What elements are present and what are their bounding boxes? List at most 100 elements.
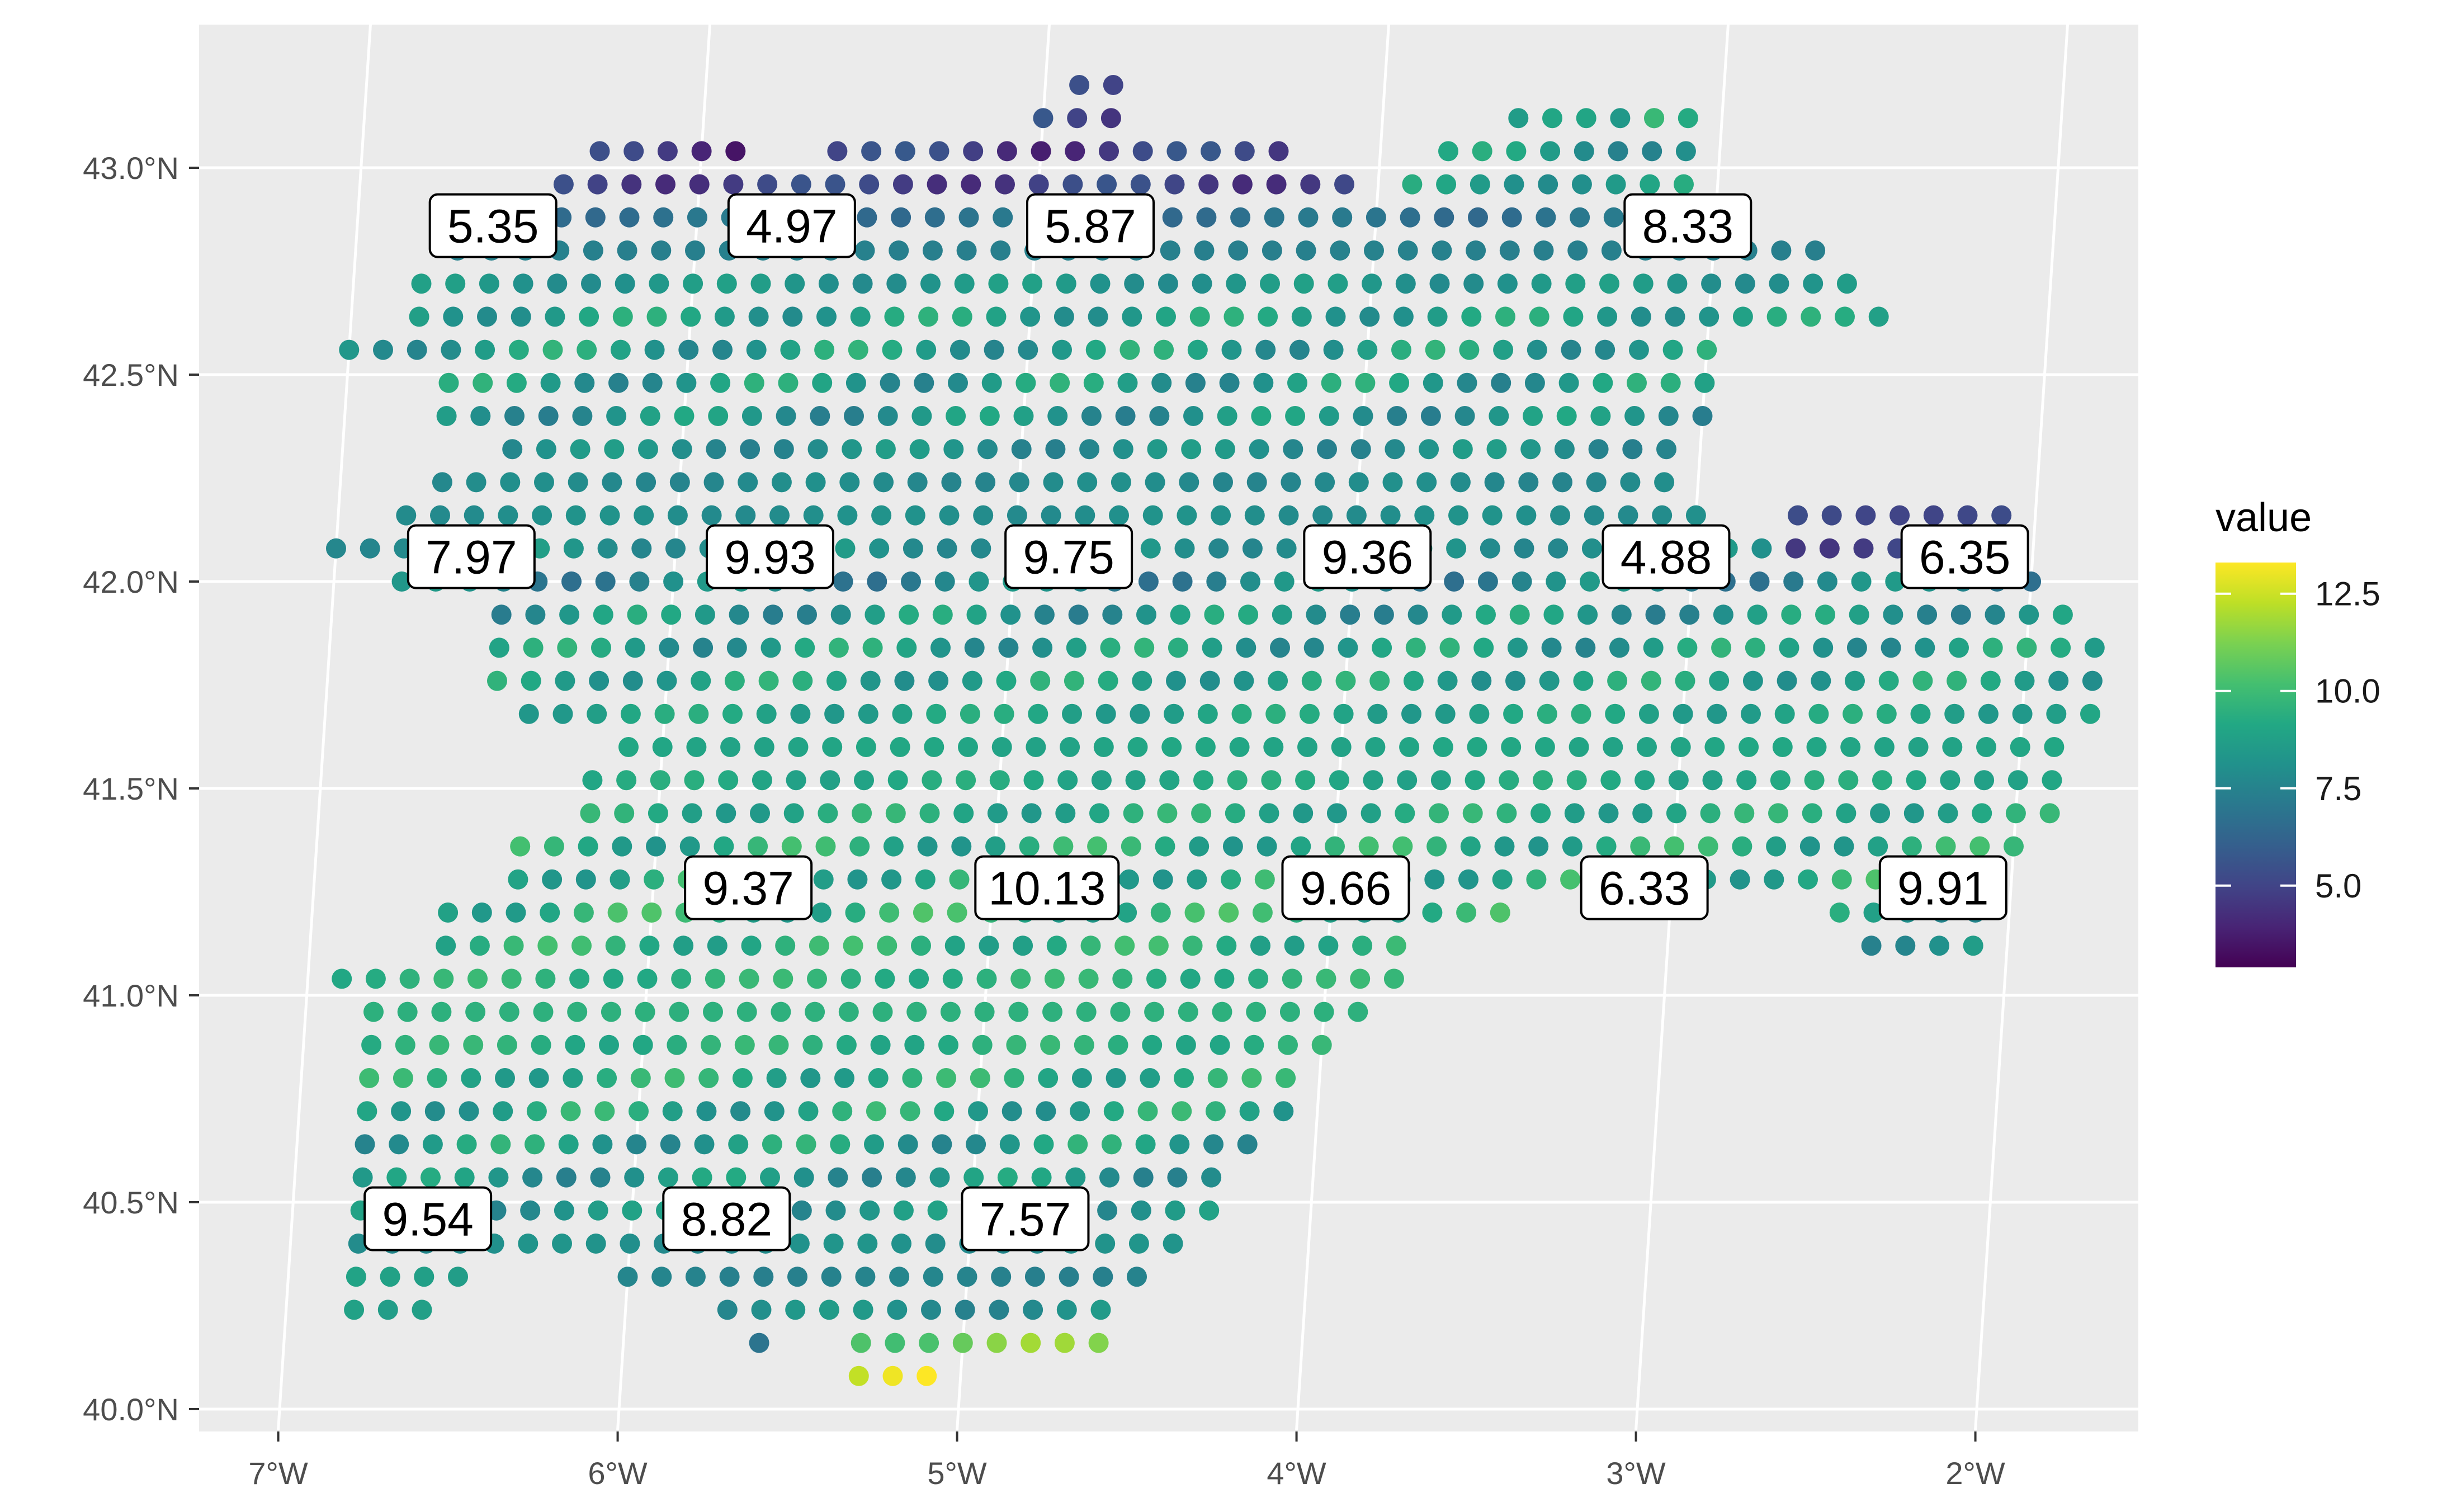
data-point	[1632, 803, 1653, 824]
data-point	[773, 439, 794, 460]
value-label-box	[363, 1186, 493, 1251]
value-label-text: 7.57	[980, 1193, 1071, 1246]
data-point	[1230, 207, 1251, 228]
data-point	[660, 1134, 681, 1155]
data-point	[884, 306, 905, 327]
data-point	[1609, 637, 1629, 658]
data-point	[895, 1167, 916, 1188]
data-point	[502, 439, 523, 460]
data-point	[1346, 505, 1367, 526]
data-point	[617, 1267, 638, 1287]
data-point	[1843, 703, 1863, 724]
data-point	[577, 339, 597, 360]
data-point	[1008, 1001, 1029, 1022]
data-point	[560, 1101, 581, 1122]
data-point	[1597, 306, 1618, 327]
data-point	[386, 1167, 407, 1188]
data-point	[1215, 439, 1235, 460]
data-point	[1565, 273, 1586, 294]
data-point	[1770, 770, 1791, 791]
data-point	[1119, 869, 1139, 890]
data-point	[972, 1034, 993, 1055]
data-point	[655, 174, 675, 195]
data-point	[1821, 505, 1842, 526]
value-label-text: 4.88	[1621, 531, 1712, 584]
data-point	[1013, 935, 1033, 956]
data-point	[1064, 670, 1084, 691]
data-point	[1538, 174, 1558, 195]
data-point	[957, 1267, 977, 1287]
data-point	[636, 472, 656, 493]
data-point	[653, 207, 674, 228]
data-point	[1520, 439, 1541, 460]
data-point	[681, 306, 701, 327]
data-point	[929, 141, 949, 162]
data-point	[1002, 1101, 1022, 1122]
data-point	[1444, 571, 1465, 592]
data-point	[760, 1167, 780, 1188]
data-point	[1117, 903, 1137, 923]
data-point	[466, 472, 486, 493]
data-point	[1466, 240, 1486, 261]
data-point	[1906, 770, 1926, 791]
y-tick-label: 42.0°N	[83, 564, 179, 599]
data-point	[1452, 439, 1473, 460]
data-point	[1490, 903, 1510, 923]
data-point	[567, 1001, 588, 1022]
data-point	[922, 240, 943, 261]
data-point	[766, 1068, 787, 1088]
data-point	[1607, 670, 1628, 691]
data-point	[706, 439, 726, 460]
data-point	[872, 1001, 893, 1022]
data-point	[589, 670, 610, 691]
data-point	[634, 505, 654, 526]
data-point	[1605, 174, 1626, 195]
data-point	[924, 207, 945, 228]
data-point	[556, 1167, 577, 1188]
data-point	[1078, 968, 1099, 989]
data-point	[974, 1001, 995, 1022]
data-point	[1056, 273, 1076, 294]
data-point	[1041, 505, 1061, 526]
data-point	[475, 339, 495, 360]
data-point	[854, 770, 874, 791]
y-tick-label: 41.5°N	[83, 771, 179, 806]
data-point	[563, 538, 584, 559]
data-point	[776, 406, 796, 426]
data-point	[751, 1300, 772, 1320]
data-point	[407, 339, 427, 360]
data-point	[769, 505, 790, 526]
data-point	[563, 1068, 583, 1088]
data-point	[818, 273, 839, 294]
data-point	[1326, 803, 1347, 824]
data-point	[768, 1034, 789, 1055]
data-point	[1145, 472, 1165, 493]
data-point	[1595, 339, 1615, 360]
data-point	[553, 174, 574, 195]
data-point	[1198, 174, 1219, 195]
data-point	[623, 141, 644, 162]
data-point	[1506, 141, 1527, 162]
data-point	[1166, 670, 1186, 691]
data-point	[1077, 472, 1098, 493]
data-point	[891, 207, 911, 228]
data-point	[1769, 273, 1789, 294]
data-point	[909, 968, 929, 989]
data-point	[944, 935, 965, 956]
data-point	[1315, 472, 1335, 493]
data-point	[1199, 670, 1220, 691]
data-point	[1704, 737, 1725, 757]
data-point	[1642, 141, 1662, 162]
data-point	[497, 1034, 517, 1055]
x-tick-label: 6°W	[588, 1456, 648, 1491]
data-point	[791, 1200, 812, 1221]
data-point	[741, 935, 762, 956]
data-point	[990, 240, 1011, 261]
data-point	[1881, 637, 1901, 658]
data-point	[1131, 1200, 1151, 1221]
data-point	[1009, 472, 1029, 493]
data-point	[1319, 406, 1339, 426]
data-point	[958, 737, 978, 757]
data-point	[750, 273, 771, 294]
value-label: 7.97	[407, 524, 536, 589]
